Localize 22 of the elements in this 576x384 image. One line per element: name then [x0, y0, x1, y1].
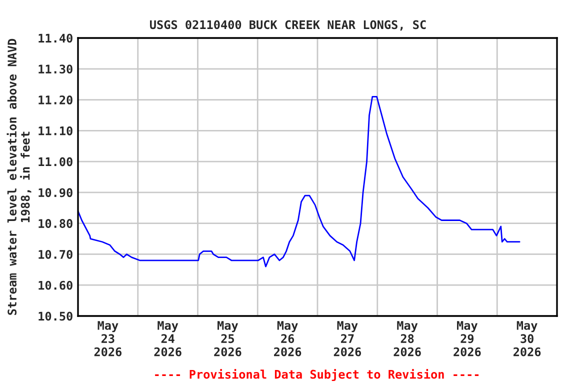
- y-tick-label: 10.80: [38, 219, 72, 228]
- chart-title: USGS 02110400 BUCK CREEK NEAR LONGS, SC: [150, 20, 426, 31]
- y-tick-label: 11.20: [38, 96, 72, 104]
- y-tick-label: 10.60: [38, 280, 72, 290]
- x-tick-label: May 23 2026: [94, 321, 122, 356]
- y-tick-label: 10.70: [38, 250, 72, 259]
- y-tick-label: 11.10: [38, 126, 72, 136]
- y-tick-label: 10.50: [38, 312, 72, 321]
- x-tick-label: May 26 2026: [274, 321, 302, 356]
- x-tick-label: May 28 2026: [394, 321, 421, 356]
- x-tick-label: May 25 2026: [214, 321, 242, 356]
- x-tick-label: May 27 2026: [334, 321, 362, 356]
- y-tick-label: 11.40: [38, 34, 72, 43]
- x-tick-label: May 29 2026: [454, 321, 481, 356]
- x-tick-label: May 30 2026: [514, 321, 541, 356]
- y-tick-label: 10.90: [38, 188, 72, 198]
- line-series: [78, 96, 520, 268]
- y-axis-title: Stream water level elevation above NAVD 1988, in feet: [6, 38, 32, 315]
- y-tick-label: 11.00: [38, 157, 72, 166]
- x-tick-label: May 24 2026: [154, 321, 182, 356]
- y-tick-label: 11.30: [38, 64, 72, 74]
- text: ---- Provisional Data Subject to Revision ----: [155, 368, 479, 382]
